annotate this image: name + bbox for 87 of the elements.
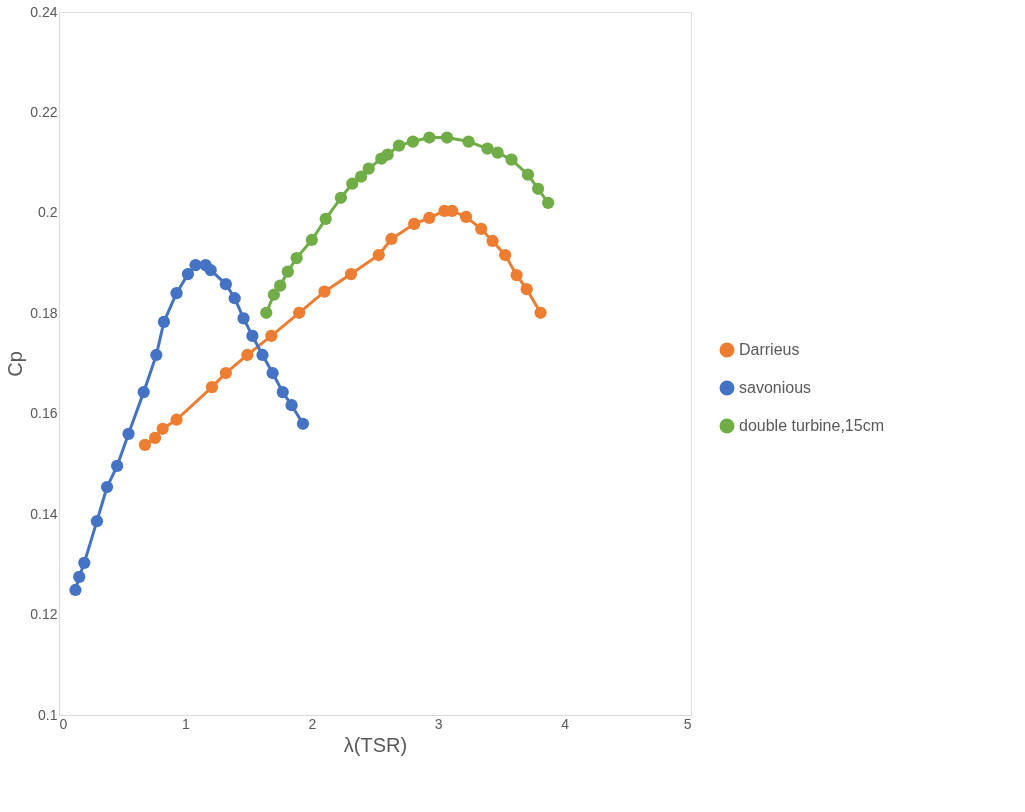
point <box>296 417 310 430</box>
point <box>459 210 473 223</box>
point <box>531 182 545 195</box>
x-tick-label: 5 <box>683 715 692 732</box>
point <box>189 258 202 272</box>
point <box>276 386 289 399</box>
x-tick-label: 0 <box>59 715 68 732</box>
x-axis-title: λ(TSR) <box>343 733 408 756</box>
point <box>406 135 420 148</box>
point <box>534 306 547 319</box>
point <box>265 329 278 342</box>
point <box>440 131 454 144</box>
x-tick-label: 1 <box>182 715 190 732</box>
point <box>491 146 504 159</box>
point <box>122 427 135 440</box>
point <box>392 139 406 152</box>
point <box>281 265 294 278</box>
y-tick-label: 0.12 <box>30 606 58 623</box>
x-tick-label: 4 <box>561 715 570 732</box>
point <box>486 234 499 248</box>
point <box>241 348 254 362</box>
y-tick-label: 0.1 <box>38 706 58 723</box>
y-tick-label: 0.16 <box>30 405 58 422</box>
y-axis-title: Cp <box>4 351 27 377</box>
legend-label: Darrieus <box>739 341 800 358</box>
point <box>237 312 250 325</box>
point <box>293 306 306 319</box>
point <box>346 177 359 190</box>
point <box>111 459 124 473</box>
point <box>266 366 279 380</box>
point <box>138 438 152 451</box>
point <box>521 168 535 181</box>
point <box>73 570 86 584</box>
point <box>385 232 398 246</box>
point <box>510 269 523 282</box>
point <box>462 135 475 148</box>
y-tick-label: 0.2 <box>38 204 58 221</box>
point <box>305 233 318 247</box>
point <box>181 268 195 281</box>
point <box>148 431 162 444</box>
point <box>290 251 303 265</box>
point <box>408 217 421 231</box>
point <box>285 399 298 412</box>
point <box>219 366 232 380</box>
point <box>372 248 385 262</box>
point <box>362 162 375 175</box>
y-tick-label: 0.14 <box>30 505 58 522</box>
point <box>423 211 436 224</box>
point <box>204 263 217 277</box>
point <box>78 556 91 569</box>
point <box>499 248 512 262</box>
point <box>246 329 259 342</box>
point <box>69 583 82 597</box>
point <box>205 380 219 394</box>
point <box>90 515 104 528</box>
point <box>318 285 331 298</box>
point <box>344 268 358 281</box>
x-tick-label: 3 <box>434 715 443 732</box>
point <box>481 142 494 155</box>
x-tick-label: 2 <box>308 715 317 732</box>
point <box>156 422 169 435</box>
point <box>475 222 488 236</box>
y-tick-label: 0.18 <box>30 304 58 321</box>
legend-label: savonious <box>739 379 812 396</box>
point <box>256 348 269 362</box>
point <box>381 148 394 161</box>
point <box>319 212 332 225</box>
point <box>137 386 150 399</box>
point <box>170 287 183 300</box>
y-tick-label: 0.22 <box>30 103 58 120</box>
point <box>423 131 436 144</box>
point <box>260 306 273 319</box>
point <box>100 480 114 494</box>
point <box>520 283 533 296</box>
point <box>228 292 241 305</box>
point <box>170 413 183 426</box>
point <box>157 315 171 328</box>
y-tick-label: 0.24 <box>30 3 58 20</box>
point <box>267 288 280 301</box>
point <box>354 170 368 183</box>
point <box>542 196 555 209</box>
point <box>150 348 163 362</box>
point <box>219 278 232 291</box>
point <box>334 191 347 204</box>
point <box>505 153 518 166</box>
point <box>274 279 287 292</box>
legend-label: double turbine,15cm <box>739 417 884 434</box>
